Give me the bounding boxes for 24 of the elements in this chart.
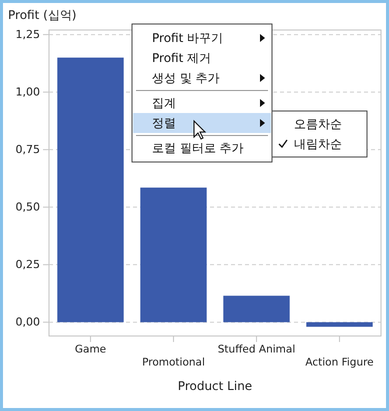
annotation: 내림차순 [294, 137, 342, 151]
y-tick-label: 1,00 [16, 86, 40, 99]
x-tick-label: Action Figure [305, 356, 374, 368]
annotation: Profit 바꾸기 [152, 31, 224, 45]
y-tick-label: 0,25 [16, 258, 40, 272]
y-tick-label: 0,75 [16, 143, 40, 156]
bar [57, 58, 124, 322]
annotation: 생성 및 추가 [152, 71, 220, 85]
bar [140, 188, 207, 322]
annotation: 로컬 필터로 추가 [152, 141, 244, 155]
y-tick-label: 0,50 [16, 200, 40, 214]
x-tick-label: Game [74, 343, 106, 356]
x-axis-title: Product Line [178, 379, 252, 393]
annotation: 정렬 [152, 116, 176, 130]
x-tick-label: Promotional [142, 356, 205, 368]
y-axis-title: Profit (십억) [8, 8, 76, 22]
y-tick-label: 0,00 [16, 316, 40, 329]
y-tick-label: 1,25 [16, 28, 40, 42]
bar [306, 322, 373, 327]
x-tick-label: Stuffed Animal [218, 343, 296, 356]
annotation: Profit 제거 [152, 51, 212, 65]
annotation: 오름차순 [294, 117, 342, 131]
bar [223, 296, 290, 322]
annotation: 집계 [152, 96, 176, 110]
